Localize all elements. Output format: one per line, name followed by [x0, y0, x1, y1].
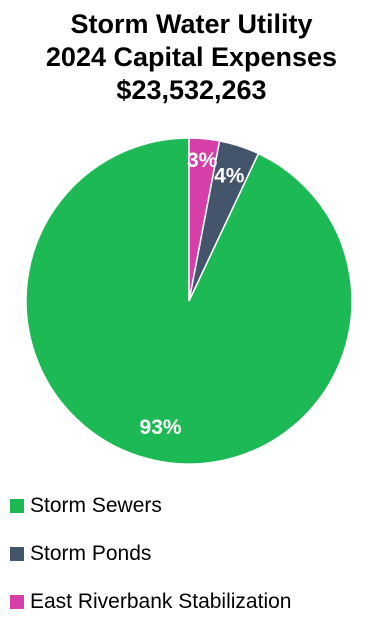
legend-label-storm-ponds: Storm Ponds — [30, 542, 152, 565]
chart-title: Storm Water Utility 2024 Capital Expense… — [0, 8, 383, 107]
data-label-east-riverbank-stabilization: 3% — [187, 149, 218, 172]
chart-legend: Storm Sewers Storm Ponds East Riverbank … — [10, 482, 291, 626]
chart-title-line-1: Storm Water Utility — [70, 9, 313, 39]
legend-label-east-riverbank-stabilization: East Riverbank Stabilization — [30, 590, 292, 613]
chart-title-line-2: 2024 Capital Expenses — [45, 42, 338, 72]
pie-slice-east-riverbank-stabilization — [188, 137, 221, 302]
legend-swatch-storm-sewers — [10, 499, 24, 513]
legend-swatch-storm-ponds — [10, 547, 24, 561]
data-label-storm-ponds: 4% — [214, 165, 245, 188]
legend-label-storm-sewers: Storm Sewers — [30, 494, 162, 517]
chart-title-line-3: $23,532,263 — [116, 75, 267, 105]
legend-swatch-east-riverbank-stabilization — [10, 595, 24, 609]
legend-item-east-riverbank-stabilization: East Riverbank Stabilization — [10, 578, 291, 626]
legend-item-storm-ponds: Storm Ponds — [10, 530, 291, 578]
data-label-storm-sewers: 93% — [140, 416, 182, 439]
pie-chart: 93% 4%3% — [25, 137, 353, 465]
legend-item-storm-sewers: Storm Sewers — [10, 482, 291, 530]
